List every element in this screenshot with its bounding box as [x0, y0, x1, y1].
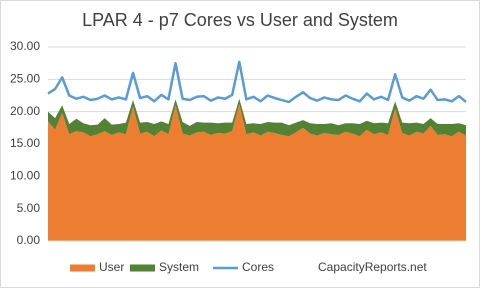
y-tick-label: 10.00: [10, 169, 40, 183]
legend-label: Cores: [242, 260, 274, 274]
y-tick-label: 30.00: [10, 39, 40, 53]
legend-swatch: [70, 264, 95, 272]
legend-swatch: [130, 264, 155, 272]
area: [48, 98, 466, 137]
y-tick-label: 20.00: [10, 104, 40, 118]
line: [47, 60, 467, 104]
legend-label: System: [159, 260, 199, 274]
source-label: CapacityReports.net: [318, 260, 427, 274]
y-tick-label: 15.00: [10, 136, 40, 150]
y-tick-label: 0.00: [17, 233, 41, 247]
area: [48, 103, 466, 241]
y-tick-label: 25.00: [10, 72, 40, 86]
legend-label: User: [99, 260, 124, 274]
chart-title: LPAR 4 - p7 Cores vs User and System: [82, 10, 398, 30]
y-tick-label: 5.00: [17, 201, 41, 215]
